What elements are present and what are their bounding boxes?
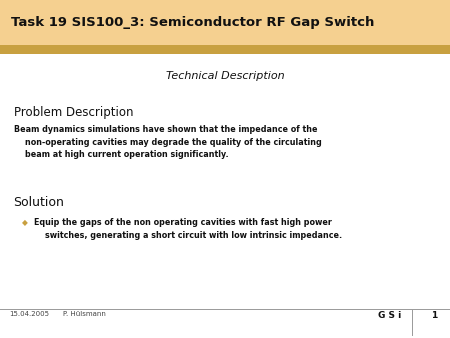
Text: Technical Description: Technical Description bbox=[166, 71, 284, 81]
Text: Solution: Solution bbox=[14, 196, 64, 209]
Text: 1: 1 bbox=[431, 311, 437, 320]
Text: Equip the gaps of the non operating cavities with fast high power
    switches, : Equip the gaps of the non operating cavi… bbox=[34, 218, 342, 240]
Bar bbox=[0, 45, 450, 54]
Text: Beam dynamics simulations have shown that the impedance of the
    non-operating: Beam dynamics simulations have shown tha… bbox=[14, 125, 321, 159]
Text: ◆: ◆ bbox=[22, 218, 28, 227]
Bar bbox=[0, 0, 450, 45]
Text: P. Hülsmann: P. Hülsmann bbox=[63, 311, 106, 317]
Text: 15.04.2005: 15.04.2005 bbox=[9, 311, 49, 317]
Text: G S i: G S i bbox=[378, 311, 401, 320]
Text: Task 19 SIS100_3: Semiconductor RF Gap Switch: Task 19 SIS100_3: Semiconductor RF Gap S… bbox=[11, 16, 374, 29]
Text: Problem Description: Problem Description bbox=[14, 106, 133, 119]
